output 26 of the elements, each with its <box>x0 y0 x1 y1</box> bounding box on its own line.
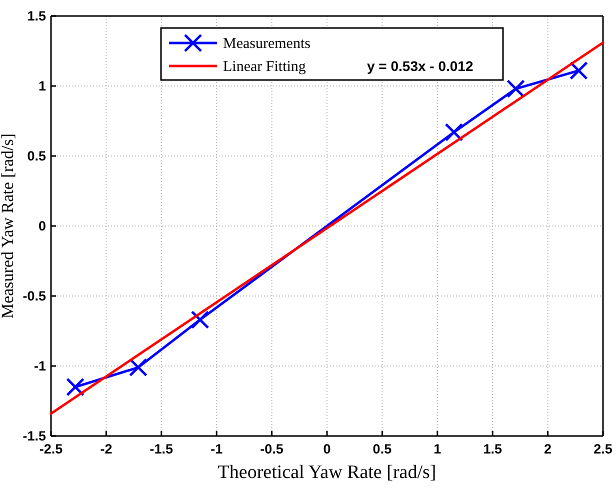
x-tick-label: 2 <box>544 442 552 457</box>
y-tick-label: 1 <box>38 78 46 94</box>
x-tick-label: 1 <box>434 442 442 457</box>
y-tick-label: 0 <box>38 218 46 234</box>
legend-label: Measurements <box>223 36 311 52</box>
annotation: y = 0.53x - 0.012 <box>367 58 474 74</box>
x-tick-label: 2.5 <box>594 442 613 457</box>
x-tick-label: -0.5 <box>260 442 284 457</box>
y-tick-label: 0.5 <box>27 148 46 164</box>
y-tick-label: 1.5 <box>27 8 46 24</box>
y-tick-label: -0.5 <box>22 288 46 304</box>
legend-label: Linear Fitting <box>223 59 306 75</box>
x-tick-label: 1.5 <box>483 442 502 457</box>
x-axis-title: Theoretical Yaw Rate [rad/s] <box>218 462 436 483</box>
point <box>569 61 588 80</box>
x-tick-label: 0.5 <box>372 442 392 457</box>
point <box>128 358 148 377</box>
x-tick-label: -1.5 <box>150 442 174 457</box>
point <box>190 310 210 330</box>
y-axis-title: Measured Yaw Rate [rad/s] <box>0 133 17 319</box>
x-tick-label: -2.5 <box>39 442 64 457</box>
y-tick-label: -1 <box>34 358 46 374</box>
y-tick-label: -1.5 <box>22 428 46 444</box>
x-tick-label: 0 <box>323 442 331 457</box>
x-tick-label: -1 <box>210 442 224 457</box>
x-tick-label: -2 <box>100 442 112 457</box>
